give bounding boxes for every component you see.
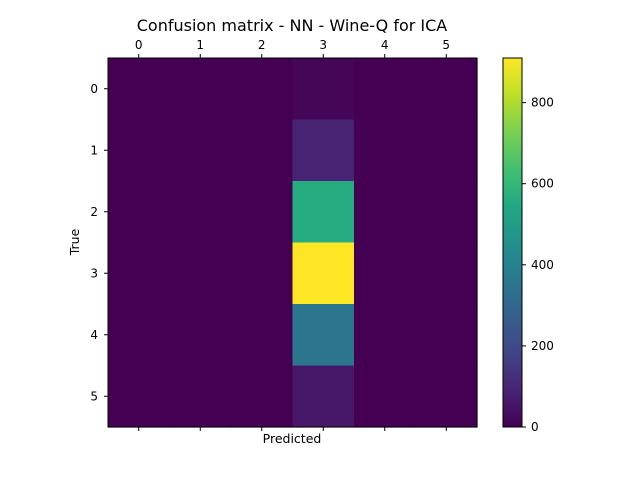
heatmap-cell-1-2 xyxy=(231,119,294,182)
heatmap-cells xyxy=(108,58,478,428)
chart-title: Confusion matrix - NN - Wine-Q for ICA xyxy=(137,16,448,35)
y-tick-label-5: 5 xyxy=(90,389,98,403)
heatmap-cell-1-5 xyxy=(415,119,478,182)
heatmap-cell-3-4 xyxy=(354,242,417,305)
heatmap-cell-3-5 xyxy=(415,242,478,305)
x-tick-label-1: 1 xyxy=(196,38,204,52)
heatmap-cell-4-0 xyxy=(108,304,171,367)
colorbar-tick-label-2: 400 xyxy=(531,258,554,272)
x-tick-label-2: 2 xyxy=(258,38,266,52)
heatmap-cell-1-0 xyxy=(108,119,171,182)
heatmap-cell-2-4 xyxy=(354,181,417,244)
x-axis-label: Predicted xyxy=(263,431,322,446)
y-tick-label-1: 1 xyxy=(90,143,98,157)
x-tick-label-4: 4 xyxy=(381,38,389,52)
heatmap-cell-0-3 xyxy=(292,58,355,121)
heatmap-cell-5-3 xyxy=(292,365,355,428)
heatmap-cell-5-0 xyxy=(108,365,171,428)
heatmap-cell-2-2 xyxy=(231,181,294,244)
colorbar-tick-label-3: 600 xyxy=(531,177,554,191)
heatmap-cell-5-1 xyxy=(169,365,232,428)
plot-frame xyxy=(107,57,478,428)
y-tick-label-0: 0 xyxy=(90,82,98,96)
heatmap-cell-2-1 xyxy=(169,181,232,244)
heatmap-cell-2-0 xyxy=(108,181,171,244)
heatmap-cell-0-0 xyxy=(108,58,171,121)
heatmap-cell-1-4 xyxy=(354,119,417,182)
x-tick-label-3: 3 xyxy=(319,38,327,52)
heatmap-cell-5-4 xyxy=(354,365,417,428)
heatmap-cell-4-1 xyxy=(169,304,232,367)
y-axis-label: True xyxy=(67,228,82,256)
heatmap-cell-4-3 xyxy=(292,304,355,367)
heatmap-cell-3-0 xyxy=(108,242,171,305)
x-tick-label-5: 5 xyxy=(442,38,450,52)
heatmap-cell-3-1 xyxy=(169,242,232,305)
x-tick-labels: 0 1 2 3 4 5 xyxy=(135,38,450,431)
heatmap-cell-0-2 xyxy=(231,58,294,121)
colorbar-tick-label-1: 200 xyxy=(531,339,554,353)
heatmap-cell-3-3 xyxy=(292,242,355,305)
heatmap-cell-1-1 xyxy=(169,119,232,182)
heatmap-cell-5-5 xyxy=(415,365,478,428)
heatmap-cell-0-1 xyxy=(169,58,232,121)
heatmap-cell-0-5 xyxy=(415,58,478,121)
colorbar-tick-labels: 0 200 400 600 800 xyxy=(522,96,554,434)
heatmap-cell-4-4 xyxy=(354,304,417,367)
heatmap-cell-0-4 xyxy=(354,58,417,121)
colorbar xyxy=(502,57,523,428)
heatmap-cell-4-5 xyxy=(415,304,478,367)
heatmap-cell-3-2 xyxy=(231,242,294,305)
y-tick-label-4: 4 xyxy=(90,328,98,342)
heatmap-cell-4-2 xyxy=(231,304,294,367)
heatmap-cell-1-3 xyxy=(292,119,355,182)
heatmap-cell-2-5 xyxy=(415,181,478,244)
x-tick-label-0: 0 xyxy=(135,38,143,52)
y-tick-label-3: 3 xyxy=(90,266,98,280)
heatmap-cell-2-3 xyxy=(292,181,355,244)
colorbar-tick-label-0: 0 xyxy=(531,420,539,434)
heatmap-cell-5-2 xyxy=(231,365,294,428)
colorbar-tick-label-4: 800 xyxy=(531,96,554,110)
y-tick-labels: 0 1 2 3 4 5 xyxy=(90,82,108,403)
y-tick-label-2: 2 xyxy=(90,205,98,219)
